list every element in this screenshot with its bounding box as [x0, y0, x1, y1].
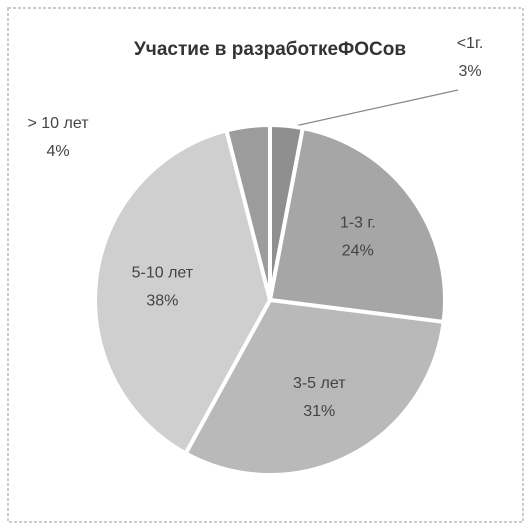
slice-label: 5-10 лет [132, 265, 194, 282]
pie-slice [268, 126, 447, 324]
slice-value-label: 31% [303, 403, 335, 420]
slice-value-label: 4% [46, 143, 69, 160]
slice-label: <1г. [457, 35, 484, 52]
slice-value-label: 38% [146, 293, 178, 310]
slice-label: 3-5 лет [293, 375, 346, 392]
slice-label: 1-3 г. [340, 214, 376, 231]
pie-slice [93, 128, 272, 456]
chart-title: Участие в разработкеФОСов [134, 39, 406, 60]
slice-label: > 10 лет [27, 115, 89, 132]
slice-value-label: 24% [342, 242, 374, 259]
pie-slice [183, 298, 446, 477]
leader-line [285, 89, 459, 129]
slice-value-label: 3% [458, 63, 481, 80]
pie-slice [224, 123, 272, 302]
